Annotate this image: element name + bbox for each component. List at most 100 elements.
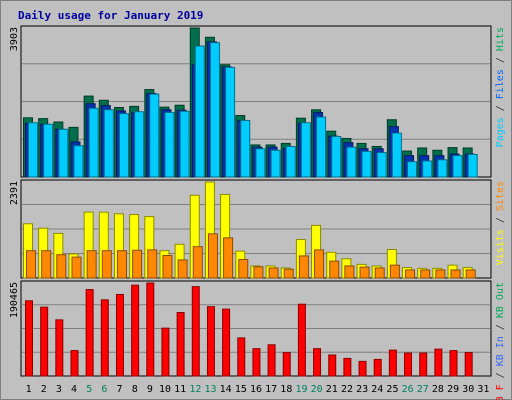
x-tick-label: 4 bbox=[71, 384, 77, 395]
bar-pages bbox=[255, 148, 266, 178]
legend-label: Files bbox=[495, 69, 506, 99]
legend-label: Pages bbox=[495, 117, 506, 147]
x-tick-label: 11 bbox=[174, 384, 186, 395]
x-tick-label: 8 bbox=[132, 384, 138, 395]
bar-kb-f bbox=[373, 358, 382, 377]
bar-sites bbox=[177, 259, 188, 279]
x-tick-label: 7 bbox=[117, 384, 123, 395]
x-tick-label: 16 bbox=[250, 384, 262, 395]
x-tick-label: 28 bbox=[432, 384, 444, 395]
bars-bottom bbox=[25, 282, 473, 377]
bar-sites bbox=[56, 254, 67, 279]
legend-label: KB Out bbox=[495, 282, 506, 318]
bar-pages bbox=[270, 149, 281, 178]
x-tick-label: 25 bbox=[386, 384, 398, 395]
bar-sites bbox=[207, 233, 218, 279]
legend-label: / bbox=[495, 211, 506, 229]
bar-kb-f bbox=[328, 354, 337, 377]
bar-kb-f bbox=[161, 327, 170, 377]
legend-label: KB F bbox=[495, 384, 506, 400]
legend-label: Hits bbox=[495, 27, 506, 51]
x-tick-label: 1 bbox=[26, 384, 32, 395]
bar-sites bbox=[162, 255, 173, 279]
bar-pages bbox=[316, 116, 327, 178]
bar-sites bbox=[359, 266, 370, 279]
bar-sites bbox=[420, 269, 431, 279]
bar-sites bbox=[450, 269, 461, 279]
bar-sites bbox=[283, 268, 294, 279]
x-tick-label: 26 bbox=[402, 384, 414, 395]
bar-kb-f bbox=[434, 348, 443, 377]
bar-kb-f bbox=[40, 306, 49, 377]
bar-pages bbox=[361, 150, 372, 178]
bar-kb-f bbox=[191, 286, 200, 377]
bar-kb-f bbox=[313, 348, 322, 377]
bar-kb-f bbox=[146, 282, 155, 377]
bar-pages bbox=[437, 159, 448, 178]
bar-sites bbox=[314, 249, 325, 279]
bar-pages bbox=[103, 109, 114, 178]
bar-sites bbox=[268, 267, 279, 279]
bar-kb-f bbox=[206, 306, 215, 377]
bar-pages bbox=[88, 107, 99, 178]
bar-kb-f bbox=[464, 352, 473, 377]
bar-sites bbox=[147, 249, 158, 279]
legend-bottom: KB F / KB In / KB Out bbox=[495, 282, 506, 400]
legend-label: / bbox=[495, 318, 506, 336]
bar-pages bbox=[422, 160, 433, 178]
panel-middle: 2391 Visits / Sites bbox=[9, 179, 506, 279]
x-tick-label: 17 bbox=[265, 384, 277, 395]
bars-middle bbox=[23, 181, 476, 279]
bar-pages bbox=[43, 123, 54, 178]
bar-kb-f bbox=[267, 344, 276, 377]
x-tick-label: 14 bbox=[220, 384, 232, 395]
bar-kb-f bbox=[388, 349, 397, 377]
y-max-label: 190465 bbox=[9, 282, 20, 318]
bar-sites bbox=[223, 237, 234, 279]
bar-pages bbox=[134, 111, 145, 178]
bar-pages bbox=[452, 155, 463, 178]
y-max-label: 2391 bbox=[9, 181, 20, 205]
bar-sites bbox=[192, 246, 203, 279]
panel-bottom: 190465 KB F / KB In / KB Out bbox=[9, 280, 506, 400]
bar-pages bbox=[285, 145, 296, 178]
bar-kb-f bbox=[297, 303, 306, 377]
legend-label: / bbox=[495, 51, 506, 69]
x-tick-label: 23 bbox=[356, 384, 368, 395]
x-tick-label: 24 bbox=[371, 384, 383, 395]
legend-label: KB In bbox=[495, 336, 506, 366]
bar-pages bbox=[149, 93, 160, 178]
x-tick-label: 27 bbox=[417, 384, 429, 395]
bar-sites bbox=[71, 256, 82, 279]
bar-kb-f bbox=[55, 319, 64, 377]
legend-label: / bbox=[495, 99, 506, 117]
legend-label: Sites bbox=[495, 181, 506, 211]
bar-kb-f bbox=[70, 350, 79, 377]
bar-pages bbox=[58, 128, 69, 178]
bar-kb-f bbox=[100, 299, 109, 377]
legend-middle: Visits / Sites bbox=[495, 181, 506, 265]
bar-pages bbox=[331, 136, 342, 178]
bar-pages bbox=[118, 113, 129, 178]
bar-sites bbox=[41, 250, 52, 279]
bar-pages bbox=[407, 161, 418, 178]
bar-pages bbox=[300, 122, 311, 178]
x-tick-label: 21 bbox=[326, 384, 338, 395]
bar-kb-f bbox=[85, 289, 94, 377]
x-tick-label: 2 bbox=[41, 384, 47, 395]
bar-sites bbox=[405, 269, 416, 279]
bar-sites bbox=[132, 249, 143, 279]
x-tick-label: 13 bbox=[204, 384, 216, 395]
bar-sites bbox=[344, 265, 355, 279]
legend-top: Pages / Files / Hits bbox=[495, 27, 506, 147]
bar-sites bbox=[329, 260, 340, 279]
bar-kb-f bbox=[237, 337, 246, 377]
bar-sites bbox=[86, 250, 97, 279]
bar-kb-f bbox=[176, 312, 185, 377]
bar-kb-f bbox=[115, 293, 124, 377]
x-tick-label: 5 bbox=[86, 384, 92, 395]
bar-sites bbox=[389, 264, 400, 279]
bar-sites bbox=[374, 267, 385, 279]
x-tick-label: 9 bbox=[147, 384, 153, 395]
